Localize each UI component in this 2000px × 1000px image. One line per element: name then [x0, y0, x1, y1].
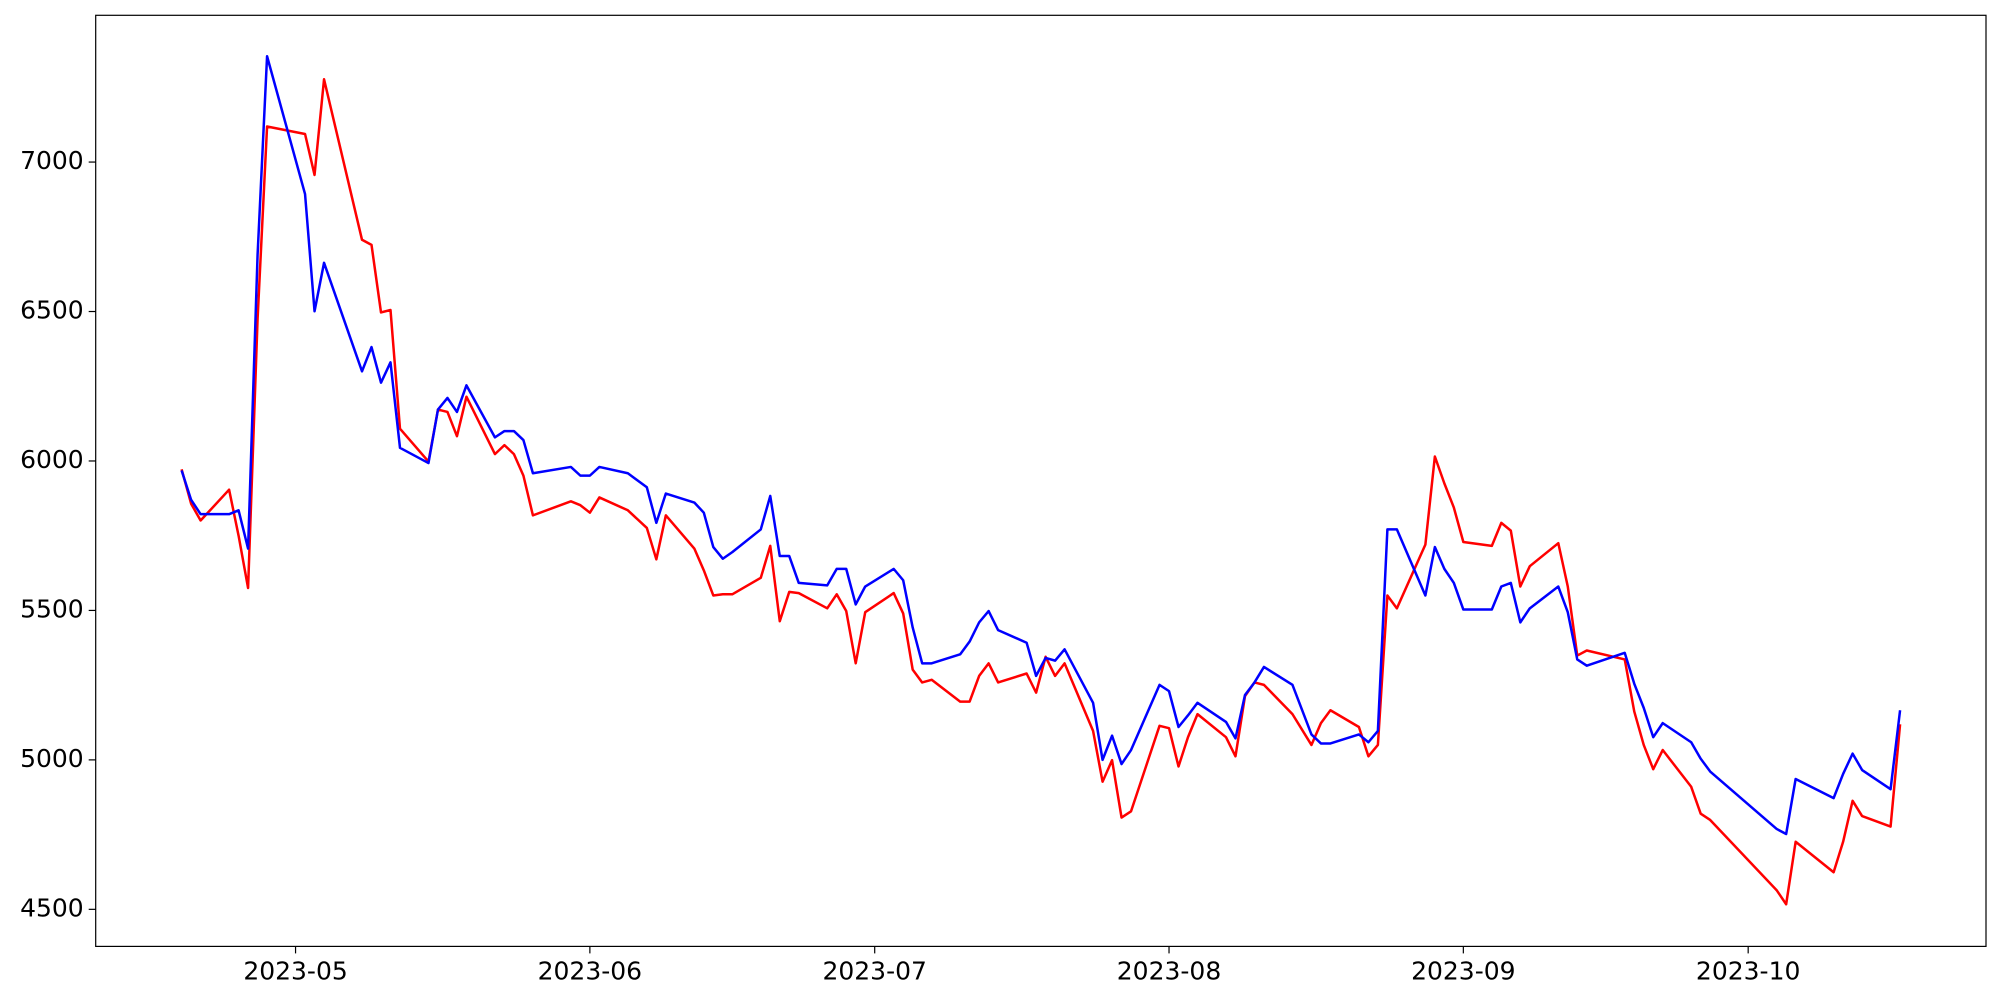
x-tick-label: 2023-10 — [1696, 956, 1800, 985]
x-tick-label: 2023-06 — [538, 956, 642, 985]
x-tick-label: 2023-05 — [243, 956, 347, 985]
y-tick-label: 6000 — [20, 445, 84, 474]
series-line — [180, 78, 1902, 906]
x-tick-label: 2023-08 — [1117, 956, 1221, 985]
y-tick-label: 4500 — [20, 893, 84, 922]
y-tick-label: 5500 — [20, 594, 84, 623]
y-tick-label: 5000 — [20, 744, 84, 773]
y-tick-label: 6500 — [20, 296, 84, 325]
x-tick-label: 2023-09 — [1411, 956, 1515, 985]
plot-frame — [95, 14, 1987, 947]
y-tick-label: 7000 — [20, 146, 84, 175]
series-line — [180, 55, 1902, 836]
x-tick-label: 2023-07 — [822, 956, 926, 985]
